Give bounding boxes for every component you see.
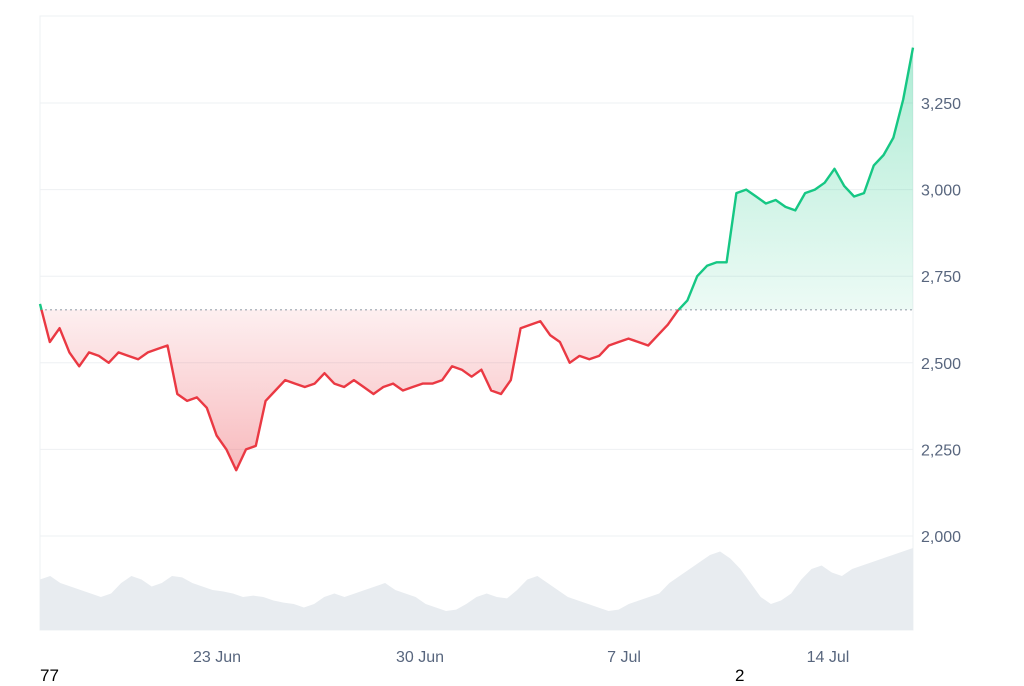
x-tick-label: 7 Jul [607,649,641,666]
y-tick-label: 2,750 [921,269,961,286]
volume-area [40,548,913,630]
y-tick-label: 2,000 [921,529,961,546]
line-above-baseline [38,303,43,311]
x-axis-ticks: 23 Jun 30 Jun 7 Jul 14 Jul [193,649,849,666]
footer-right-text: 2 [735,666,745,685]
y-tick-label: 3,000 [921,183,961,200]
grid-lines [40,102,913,537]
y-tick-label: 2,250 [921,442,961,459]
x-tick-label: 30 Jun [396,649,444,666]
area-below-baseline [41,309,679,471]
y-axis-ticks: 3,250 3,000 2,750 2,500 2,250 2,000 [921,96,961,546]
volume-shape [40,548,913,630]
area-above-baseline [678,47,913,310]
price-lines [38,47,915,472]
y-tick-label: 3,250 [921,96,961,113]
y-tick-label: 2,500 [921,356,961,373]
line-below-baseline [40,308,680,472]
footer-left-text: 77 [40,666,59,685]
x-tick-label: 14 Jul [807,649,850,666]
x-tick-label: 23 Jun [193,649,241,666]
line-above-baseline [677,47,915,311]
